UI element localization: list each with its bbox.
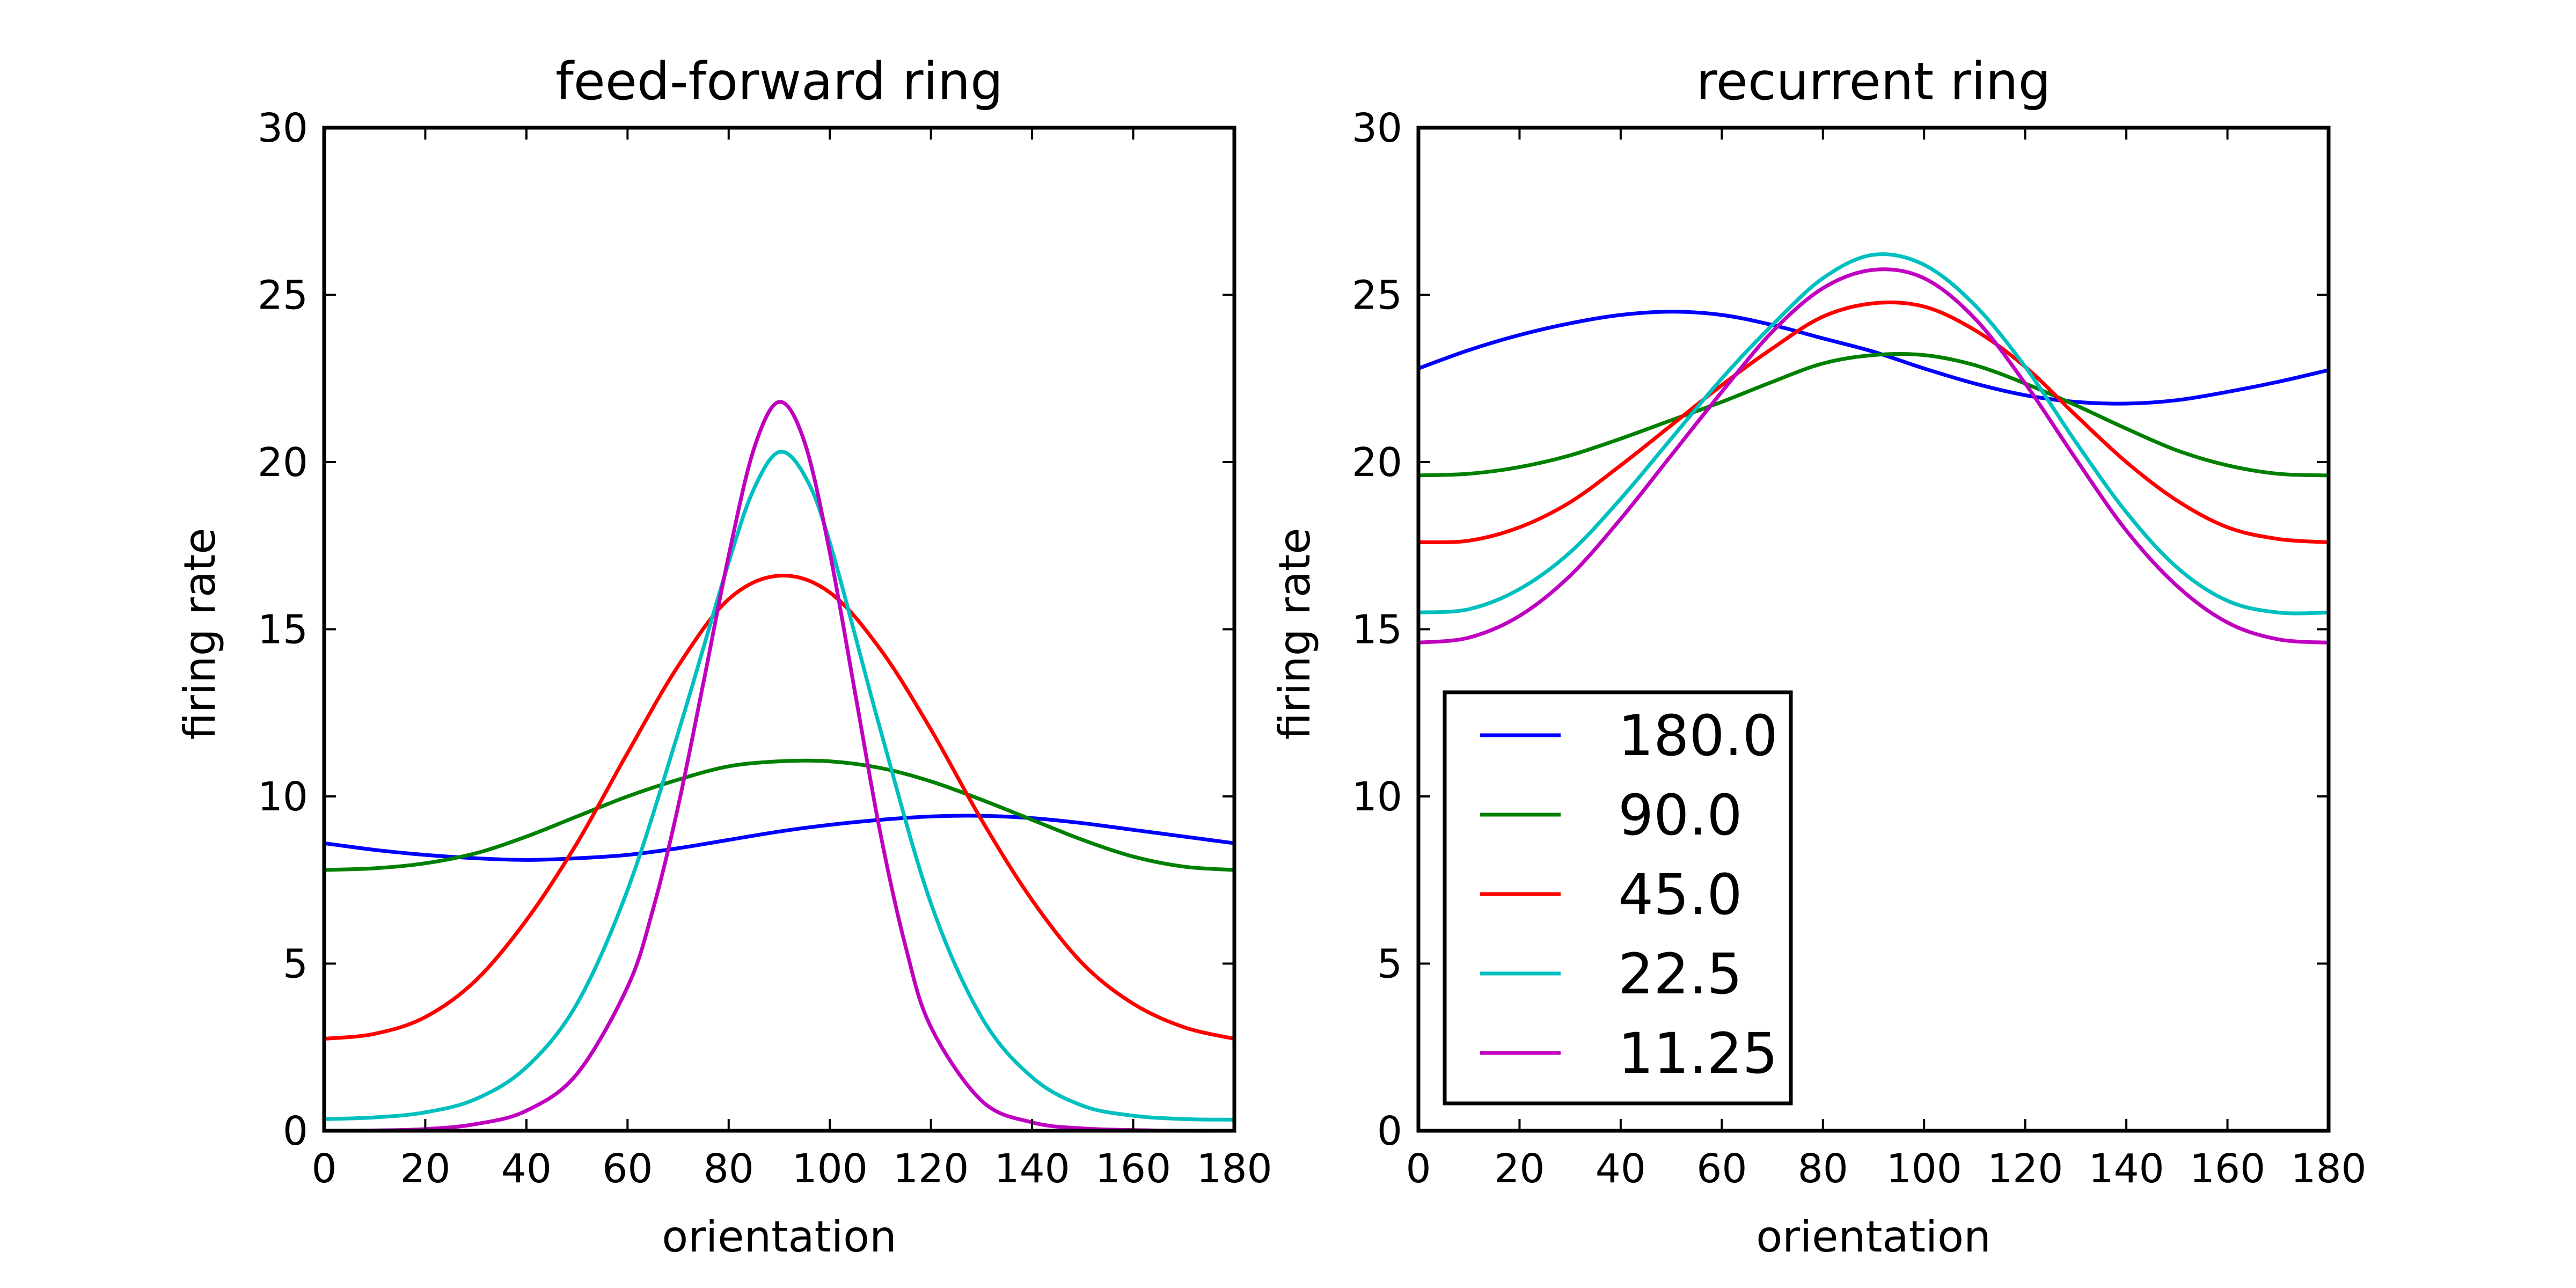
x-tick-label: 40 [501,1146,552,1192]
tick-layer: 0 20 40 60 80 100 120 140 160 180 0 5 10 15 20 25 30 [1352,105,2367,1192]
y-tick-label: 20 [1352,440,1402,486]
x-tick-label: 0 [311,1146,336,1192]
x-tick-label: 0 [1406,1146,1431,1192]
y-axis-label: firing rate [175,528,225,740]
plot-frame [1416,126,2331,1133]
x-tick-label: 60 [602,1146,653,1192]
x-axis-label: orientation [1756,1212,1991,1262]
x-tick-label: 140 [994,1146,1070,1192]
series-line-22-5 [324,450,1235,1122]
y-tick-label: 20 [258,440,308,486]
y-tick-label: 10 [258,774,308,820]
y-tick-label: 0 [1377,1108,1402,1154]
series-line-90-0 [324,758,1235,872]
series-line-45-0 [324,574,1235,1041]
series-line-22-5 [1418,252,2329,616]
series-line-90-0 [1418,352,2329,478]
series-line-11-25 [324,400,1235,1133]
y-tick-label: 25 [1352,273,1402,319]
x-tick-label: 100 [1886,1146,1962,1192]
legend-label: 90.0 [1618,782,1743,848]
legend-label: 22.5 [1618,941,1743,1007]
x-tick-label: 20 [400,1146,450,1192]
x-axis-label: orientation [662,1212,897,1262]
legend-box [1443,690,1793,1106]
y-tick-label: 0 [283,1108,308,1154]
chart-feed-forward: feed-forward ring orientation firing rat… [175,52,1272,1262]
chart-title: feed-forward ring [555,52,1003,112]
legend-label: 11.25 [1618,1021,1778,1086]
x-tick-label: 160 [1095,1146,1171,1192]
series-line-45-0 [1418,301,2329,545]
y-tick-label: 30 [1352,105,1402,151]
series-line-180-0 [324,814,1235,862]
x-tick-label: 120 [893,1146,969,1192]
x-tick-label: 180 [1196,1146,1272,1192]
y-tick-label: 15 [1352,607,1402,653]
legend-label: 180.0 [1618,703,1778,769]
y-tick-label: 25 [258,273,308,319]
series-layer [1417,252,2329,645]
chart-title: recurrent ring [1696,52,2051,112]
x-tick-label: 100 [792,1146,868,1192]
x-tick-label: 80 [704,1146,754,1192]
y-tick-label: 5 [1377,941,1402,987]
x-tick-label: 40 [1596,1146,1646,1192]
legend-label: 45.0 [1618,862,1743,927]
x-tick-label: 80 [1798,1146,1848,1192]
x-tick-label: 20 [1494,1146,1545,1192]
chart-recurrent: recurrent ring orientation firing rate 0… [1270,52,2367,1262]
x-tick-label: 160 [2190,1146,2265,1192]
plot-frame [322,126,1236,1133]
x-tick-label: 120 [1987,1146,2063,1192]
tick-layer: 0 20 40 60 80 100 120 140 160 180 0 5 10 15 20 25 30 [258,105,1272,1192]
series-line-180-0 [1417,310,2329,406]
y-axis-label: firing rate [1270,528,1320,740]
x-tick-label: 180 [2290,1146,2366,1192]
legend: 180.0 90.0 45.0 22.5 11.25 [1443,690,1793,1106]
y-tick-label: 30 [258,105,308,151]
y-tick-label: 10 [1352,774,1402,820]
series-line-11-25 [1418,267,2329,645]
legend-entries: 180.0 90.0 45.0 22.5 11.25 [1480,703,1778,1086]
series-layer [324,400,1235,1133]
y-tick-label: 15 [258,607,308,653]
y-tick-label: 5 [283,941,308,987]
x-tick-label: 60 [1696,1146,1747,1192]
x-tick-label: 140 [2088,1146,2164,1192]
